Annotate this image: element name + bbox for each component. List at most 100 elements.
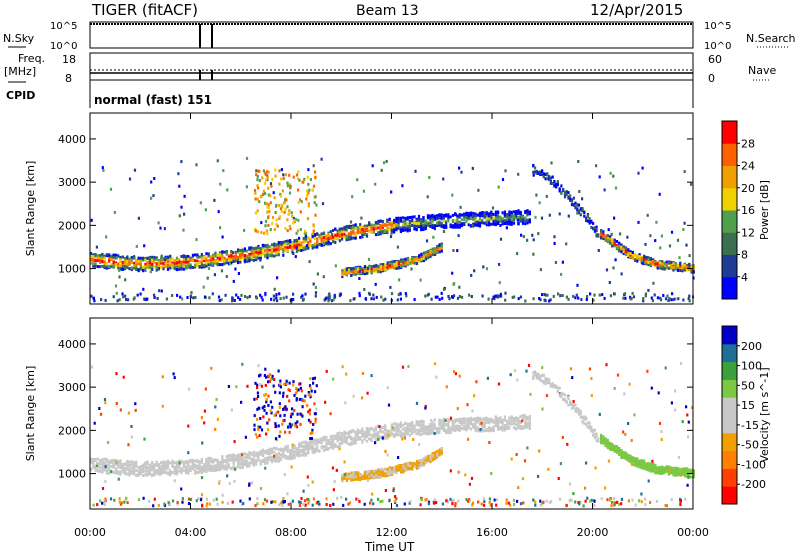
data-cell	[413, 464, 416, 468]
data-cell	[417, 218, 421, 222]
data-cell	[358, 270, 361, 274]
data-cell	[354, 433, 357, 436]
data-cell	[157, 260, 160, 264]
data-cell	[146, 471, 149, 474]
data-cell	[286, 205, 289, 209]
data-cell	[672, 262, 675, 266]
data-cell	[576, 206, 579, 210]
data-cell	[428, 175, 431, 179]
data-cell	[543, 298, 546, 302]
data-cell	[160, 289, 163, 293]
data-cell	[183, 194, 186, 198]
data-cell	[365, 428, 369, 432]
data-cell	[105, 459, 108, 463]
data-cell	[517, 425, 520, 429]
data-cell	[350, 473, 353, 477]
data-cell	[203, 463, 206, 467]
data-cell	[224, 293, 227, 297]
data-cell	[171, 462, 174, 465]
data-cell	[171, 261, 174, 265]
data-cell	[517, 422, 520, 426]
data-cell	[259, 459, 262, 463]
data-cell	[413, 257, 416, 261]
data-cell	[613, 216, 616, 220]
data-cell	[221, 456, 224, 460]
data-cell	[354, 234, 357, 238]
data-cell	[187, 467, 190, 471]
data-cell	[293, 446, 296, 450]
data-cell	[515, 417, 518, 421]
data-cell	[600, 232, 603, 236]
data-cell	[602, 438, 605, 442]
data-cell	[347, 236, 350, 240]
data-cell	[146, 460, 149, 464]
data-cell	[445, 428, 448, 432]
data-cell	[214, 466, 217, 470]
data-cell	[277, 457, 280, 461]
data-cell	[275, 447, 278, 450]
data-cell	[304, 443, 307, 447]
data-cell	[670, 260, 673, 264]
nsky-tick-high: 10^5	[50, 21, 77, 32]
data-cell	[221, 253, 224, 256]
data-cell	[372, 469, 376, 473]
data-cell	[205, 252, 208, 256]
data-cell	[307, 449, 310, 453]
data-cell	[519, 415, 522, 419]
data-cell	[368, 430, 371, 434]
data-cell	[359, 223, 362, 227]
data-cell	[567, 214, 570, 218]
data-cell	[408, 216, 411, 219]
data-cell	[449, 431, 452, 434]
data-cell	[609, 238, 612, 242]
data-cell	[585, 218, 588, 222]
data-cell	[291, 445, 294, 449]
data-cell	[239, 255, 242, 259]
data-cell	[350, 437, 353, 441]
data-cell	[343, 232, 346, 236]
data-cell	[207, 263, 210, 267]
data-cell	[579, 207, 582, 211]
data-cell	[517, 416, 520, 420]
data-cell	[449, 426, 452, 430]
data-cell	[345, 273, 348, 277]
data-cell	[169, 469, 172, 473]
data-cell	[438, 250, 441, 254]
data-cell	[483, 416, 486, 420]
data-cell	[286, 229, 289, 233]
data-cell	[306, 175, 309, 179]
data-cell	[552, 294, 555, 298]
data-cell	[166, 267, 170, 271]
data-cell	[162, 264, 165, 268]
data-cell	[438, 214, 441, 218]
data-cell	[607, 228, 610, 232]
data-cell	[239, 454, 242, 458]
data-cell	[397, 429, 400, 433]
data-cell	[357, 471, 360, 475]
data-cell	[121, 463, 124, 467]
data-cell	[162, 267, 165, 271]
data-cell	[114, 253, 118, 257]
data-cell	[155, 268, 158, 272]
data-cell	[431, 248, 434, 252]
data-cell	[528, 427, 531, 430]
data-cell	[297, 218, 300, 222]
data-cell	[393, 230, 396, 234]
data-cell	[217, 210, 220, 214]
data-cell	[352, 437, 355, 441]
data-cell	[270, 254, 274, 258]
data-cell	[465, 419, 468, 423]
data-cell	[526, 416, 529, 419]
data-cell	[478, 423, 482, 426]
data-cell	[119, 472, 122, 476]
data-cell	[429, 221, 432, 225]
data-cell	[411, 224, 414, 227]
data-cell	[641, 261, 644, 265]
data-cell	[289, 455, 292, 459]
data-cell	[250, 457, 253, 461]
data-cell	[370, 427, 373, 430]
data-cell	[257, 451, 260, 455]
data-cell	[195, 163, 198, 167]
data-cell	[175, 464, 179, 467]
data-cell	[422, 424, 425, 428]
